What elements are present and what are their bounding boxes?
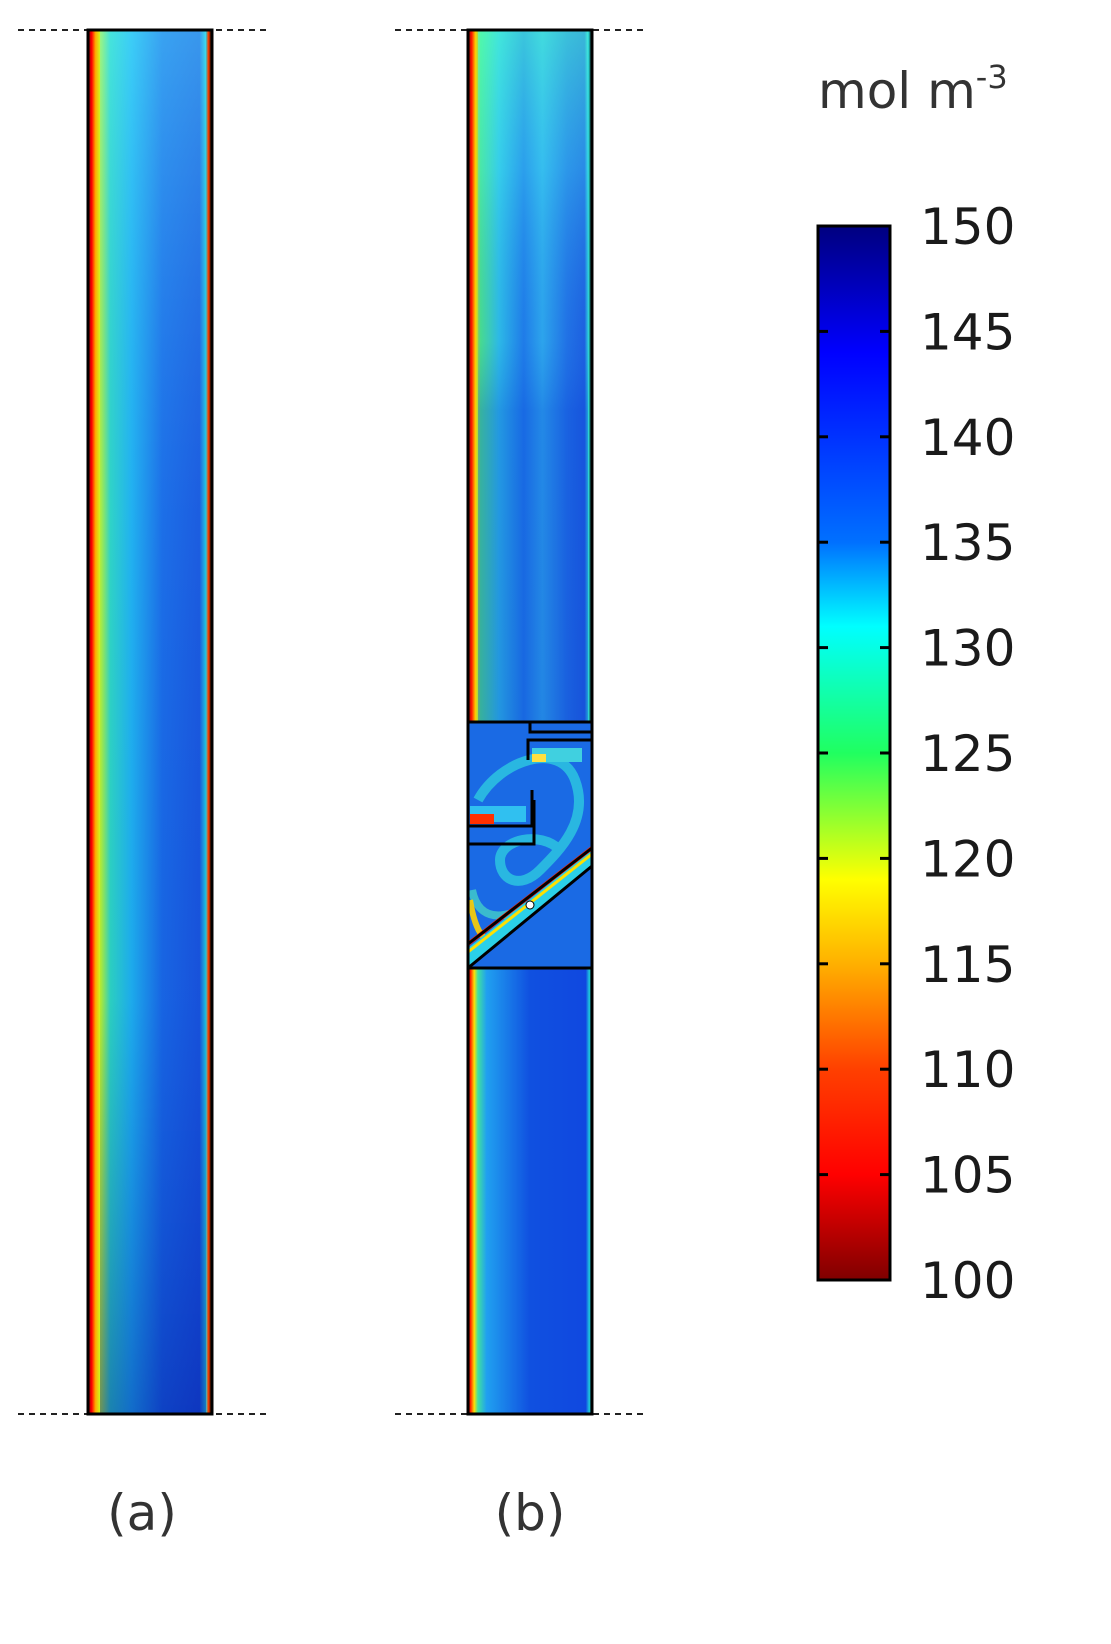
colorbar-tick-label: 135 [920,514,1015,572]
colorbar-ticks: 150 145 140 135 130 125 120 115 110 105 100 [818,198,1015,1310]
colorbar-gradient [816,224,892,1282]
colorbar-tick-label: 110 [920,1041,1015,1099]
panel-b-baffle-right-hotspot-yellow [532,754,546,762]
colorbar-tick-label: 145 [920,303,1015,361]
panel-b-slot-marker [525,900,535,910]
panel-b-diagonal-slot-upper [467,846,593,946]
panel-b-diagonal-slot-lower [467,864,593,970]
panel-b-baffle-left-lower [468,800,536,846]
colorbar-tick-label: 125 [920,725,1015,783]
colorbar-tick-label: 105 [920,1147,1015,1205]
colorbar-tick-label: 150 [920,198,1015,256]
panel-a: (a) [18,28,270,1542]
panel-a-caption: (a) [107,1484,177,1542]
panel-b-baffle-right [528,722,592,734]
colorbar-unit-base: mol m [818,62,976,120]
colorbar-tick-label: 140 [920,409,1015,467]
colorbar-tick-label: 100 [920,1252,1015,1310]
colorbar: mol m-3 150 145 140 135 130 125 120 115 110 105 10… [816,58,1015,1310]
panel-a-channel-shading [100,30,206,1414]
colorbar-unit: mol m-3 [818,58,1008,120]
colorbar-tick-label: 130 [920,620,1015,678]
panel-b-baffle-right-lower [526,738,592,760]
panel-b-lower-field [468,968,592,1414]
panel-b-baffle-left [468,790,534,828]
panel-b-upper-shading [478,30,588,722]
colorbar-tick-label: 115 [920,936,1015,994]
colorbar-tick-label: 120 [920,830,1015,888]
panel-a-channel-boundary [86,28,214,1416]
panel-b: (b) [395,28,648,1542]
colorbar-unit-exponent: -3 [976,58,1008,96]
panel-b-baffle-left-hotspot-red [470,814,494,824]
panel-b-caption: (b) [495,1484,566,1542]
